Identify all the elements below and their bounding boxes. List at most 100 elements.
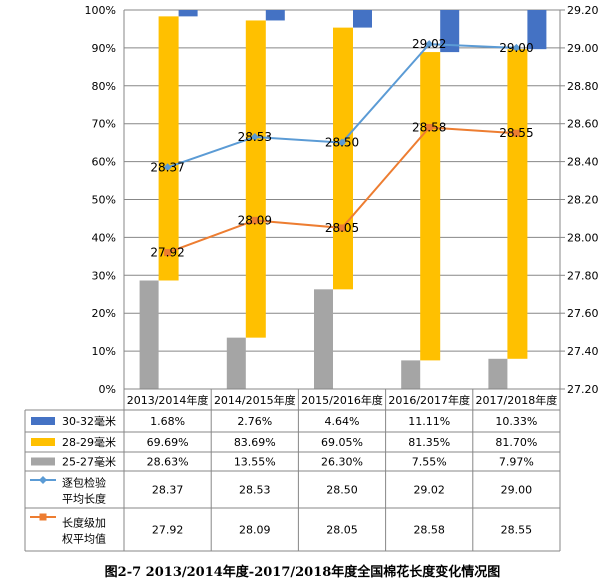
- bar-28-29: [245, 20, 266, 338]
- legend-label: 长度级加: [62, 516, 106, 530]
- data-label: 28.58: [412, 120, 446, 134]
- bar-25-27: [226, 337, 246, 389]
- table-cell: 83.69%: [234, 436, 276, 449]
- data-label: 28.37: [150, 160, 184, 174]
- legend-label: 28-29毫米: [62, 435, 116, 449]
- bar-30-32: [527, 10, 547, 50]
- left-tick-label: 100%: [85, 4, 116, 17]
- left-tick-label: 70%: [92, 118, 116, 131]
- data-label: 28.55: [499, 126, 533, 140]
- bar-30-32: [353, 10, 372, 28]
- square-marker: [251, 216, 259, 224]
- square-marker: [512, 129, 520, 137]
- table-cell: 7.97%: [499, 456, 534, 469]
- table-cell: 10.33%: [495, 415, 537, 428]
- data-label: 28.09: [238, 213, 272, 227]
- right-tick-label: 28.00: [567, 231, 599, 244]
- left-tick-label: 60%: [92, 156, 116, 169]
- left-tick-label: 30%: [92, 269, 116, 282]
- bar-30-32: [440, 10, 460, 53]
- table-cell: 28.55: [501, 524, 533, 537]
- table-cell: 28.37: [152, 484, 184, 497]
- square-marker: [425, 123, 433, 131]
- table-cell: 29.02: [413, 484, 445, 497]
- data-label: 28.53: [238, 130, 272, 144]
- table-cell: 2.76%: [237, 415, 272, 428]
- bar-28-29: [158, 16, 179, 281]
- chart-title: 图2-7 2013/2014年度-2017/2018年度全国棉花长度变化情况图: [104, 565, 501, 580]
- left-tick-label: 90%: [92, 42, 116, 55]
- legend-square-icon: [39, 513, 47, 521]
- table-cell: 28.58: [413, 524, 445, 537]
- square-marker: [338, 224, 346, 232]
- right-tick-label: 27.20: [567, 383, 599, 396]
- right-tick-label: 27.80: [567, 269, 599, 282]
- bar-30-32: [178, 10, 198, 17]
- bar-25-27: [314, 289, 333, 389]
- left-tick-label: 20%: [92, 307, 116, 320]
- right-tick-label: 28.80: [567, 80, 599, 93]
- bar-28-29: [333, 27, 353, 290]
- legend-swatch: [31, 417, 55, 425]
- bar-28-29: [420, 52, 441, 361]
- table-cell: 69.69%: [147, 436, 189, 449]
- diamond-marker: [512, 43, 521, 52]
- bar-30-32: [265, 10, 285, 21]
- table-cell: 26.30%: [321, 456, 363, 469]
- table-cell: 81.35%: [408, 436, 450, 449]
- category-label: 2017/2018年度: [476, 393, 558, 407]
- table-cell: 29.00: [501, 484, 533, 497]
- data-label: 29.00: [499, 41, 533, 55]
- diamond-marker: [250, 132, 259, 141]
- right-tick-label: 27.60: [567, 307, 599, 320]
- bar-25-27: [139, 280, 159, 389]
- table-cell: 28.63%: [147, 456, 189, 469]
- legend-diamond-icon: [39, 476, 47, 484]
- legend-label: 30-32毫米: [62, 414, 116, 428]
- data-label: 28.50: [325, 136, 359, 150]
- right-tick-label: 28.20: [567, 194, 599, 207]
- legend-label: 平均长度: [62, 492, 106, 506]
- table-cell: 28.09: [239, 524, 271, 537]
- right-tick-label: 28.40: [567, 156, 599, 169]
- table-cell: 28.50: [326, 484, 358, 497]
- left-tick-label: 0%: [99, 383, 116, 396]
- square-marker: [164, 249, 172, 257]
- table-cell: 7.55%: [412, 456, 447, 469]
- legend-label: 逐包检验: [62, 476, 106, 490]
- category-label: 2016/2017年度: [388, 393, 470, 407]
- left-tick-label: 40%: [92, 231, 116, 244]
- left-tick-label: 50%: [92, 194, 116, 207]
- right-tick-label: 27.40: [567, 345, 599, 358]
- table-cell: 27.92: [152, 524, 184, 537]
- legend-label: 25-27毫米: [62, 455, 116, 469]
- category-label: 2015/2016年度: [301, 393, 383, 407]
- table-cell: 13.55%: [234, 456, 276, 469]
- data-label: 29.02: [412, 37, 446, 51]
- diamond-marker: [338, 138, 346, 147]
- legend-label: 权平均值: [62, 533, 106, 546]
- right-tick-label: 29.20: [567, 4, 599, 17]
- data-label: 27.92: [150, 246, 184, 260]
- bar-25-27: [488, 358, 508, 389]
- table-cell: 69.05%: [321, 436, 363, 449]
- table-cell: 28.53: [239, 484, 271, 497]
- legend-swatch: [31, 438, 55, 446]
- table-cell: 81.70%: [495, 436, 537, 449]
- diamond-marker: [425, 40, 434, 49]
- table-cell: 11.11%: [408, 415, 450, 428]
- diamond-marker: [163, 163, 172, 172]
- bar-28-29: [507, 49, 528, 359]
- right-tick-label: 29.00: [567, 42, 599, 55]
- category-label: 2013/2014年度: [127, 393, 209, 407]
- bar-25-27: [401, 360, 421, 389]
- data-label: 28.05: [325, 221, 359, 235]
- category-label: 2014/2015年度: [214, 393, 296, 407]
- table-cell: 1.68%: [150, 415, 185, 428]
- right-tick-label: 28.60: [567, 118, 599, 131]
- table-cell: 28.05: [326, 524, 358, 537]
- left-tick-label: 10%: [92, 345, 116, 358]
- table-cell: 4.64%: [325, 415, 360, 428]
